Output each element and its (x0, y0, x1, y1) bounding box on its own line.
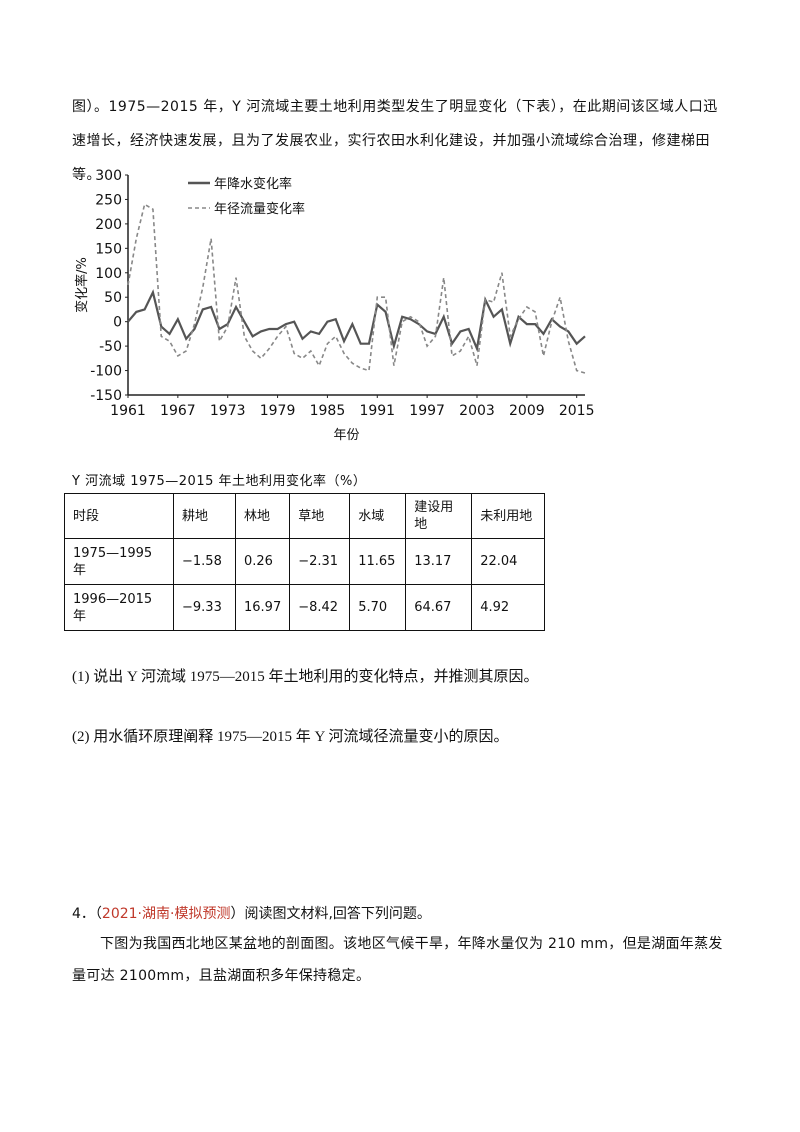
table-cell: 1996—2015 年 (64, 584, 174, 631)
problem-4-body: 下图为我国西北地区某盆地的剖面图。该地区气候干旱，年降水量仅为 210 mm，但… (72, 936, 723, 984)
x-tick-label: 1991 (359, 403, 395, 419)
problem-instruction: ）阅读图文材料,回答下列问题。 (230, 906, 431, 922)
intro-paragraph: 图）。1975—2015 年，Y 河流域主要土地利用类型发生了明显变化（下表），… (72, 99, 718, 183)
y-tick-label: 100 (95, 266, 122, 282)
table-cell: −8.42 (289, 584, 351, 631)
table-cell: 22.04 (471, 538, 546, 585)
table-header: 时段 (64, 493, 174, 539)
table-header: 建设用地 (405, 493, 473, 539)
x-tick-label: 2015 (559, 403, 595, 419)
problem-source: 2021·湖南·模拟预测 (101, 906, 231, 922)
problem-number: 4．（ (72, 906, 102, 922)
land-use-table: 时段 耕地 林地 草地 水域 建设用地 未利用地 1975—1995 年 −1.… (64, 493, 546, 631)
series-line-1 (127, 289, 586, 353)
y-tick-label: 200 (95, 217, 122, 233)
x-tick-label: 1973 (210, 403, 246, 419)
y-tick-label: -150 (90, 388, 122, 404)
y-axis-label: 变化率/% (74, 257, 90, 313)
legend-label: 年径流量变化率 (214, 201, 305, 217)
problem-4-header: 4．（2021·湖南·模拟预测）阅读图文材料,回答下列问题。 (72, 903, 431, 923)
table-header: 林地 (234, 493, 291, 539)
table-header: 未利用地 (471, 493, 546, 539)
legend-label: 年降水变化率 (214, 176, 292, 192)
x-tick-label: 1967 (160, 403, 196, 419)
y-tick-label: -100 (90, 364, 122, 380)
table-cell: 11.65 (349, 538, 407, 585)
table-header: 草地 (289, 493, 351, 539)
table-cell: −2.31 (289, 538, 351, 585)
x-tick-label: 2009 (509, 403, 545, 419)
y-tick-label: 0 (113, 315, 122, 331)
x-tick-labels: 1961 1967 1973 1979 1985 1991 1997 2003 2009 2015 (110, 395, 595, 419)
x-tick-label: 1961 (110, 403, 146, 419)
table-header: 耕地 (173, 493, 236, 539)
y-tick-label: 300 (95, 168, 122, 184)
x-tick-label: 1979 (260, 403, 296, 419)
y-tick-labels: 300 250 200 150 100 50 0 -50 -100 -150 (90, 168, 128, 404)
table-cell: −1.58 (173, 538, 236, 585)
question-2: (2) 用水循环原理阐释 1975—2015 年 Y 河流域径流量变小的原因。 (72, 729, 509, 745)
table-cell: 0.26 (234, 538, 291, 585)
chart-series (127, 203, 586, 374)
x-tick-label: 1985 (310, 403, 346, 419)
y-tick-label: 50 (104, 290, 122, 306)
table-cell: 64.67 (405, 584, 473, 631)
table-header: 水域 (349, 493, 407, 539)
table-row: 1996—2015 年 −9.33 16.97 −8.42 5.70 64.67… (64, 584, 546, 631)
table-header-row: 时段 耕地 林地 草地 水域 建设用地 未利用地 (64, 493, 546, 539)
series-line-2 (127, 203, 586, 374)
table-cell: 16.97 (234, 584, 291, 631)
y-tick-label: 250 (95, 192, 122, 208)
table-row: 1975—1995 年 −1.58 0.26 −2.31 11.65 13.17… (64, 538, 546, 585)
y-tick-label: -50 (99, 339, 122, 355)
table-cell: −9.33 (173, 584, 236, 631)
table-cell: 1975—1995 年 (64, 538, 174, 585)
y-tick-label: 150 (95, 241, 122, 257)
x-axis-label: 年份 (333, 428, 359, 443)
table-cell: 5.70 (349, 584, 407, 631)
question-1: (1) 说出 Y 河流域 1975—2015 年土地利用的变化特点，并推测其原因… (72, 669, 539, 685)
x-tick-label: 1997 (409, 403, 445, 419)
table-caption: Y 河流域 1975—2015 年土地利用变化率（%） (72, 474, 367, 489)
x-tick-label: 2003 (459, 403, 495, 419)
table-cell: 13.17 (405, 538, 473, 585)
table-cell: 4.92 (471, 584, 546, 631)
